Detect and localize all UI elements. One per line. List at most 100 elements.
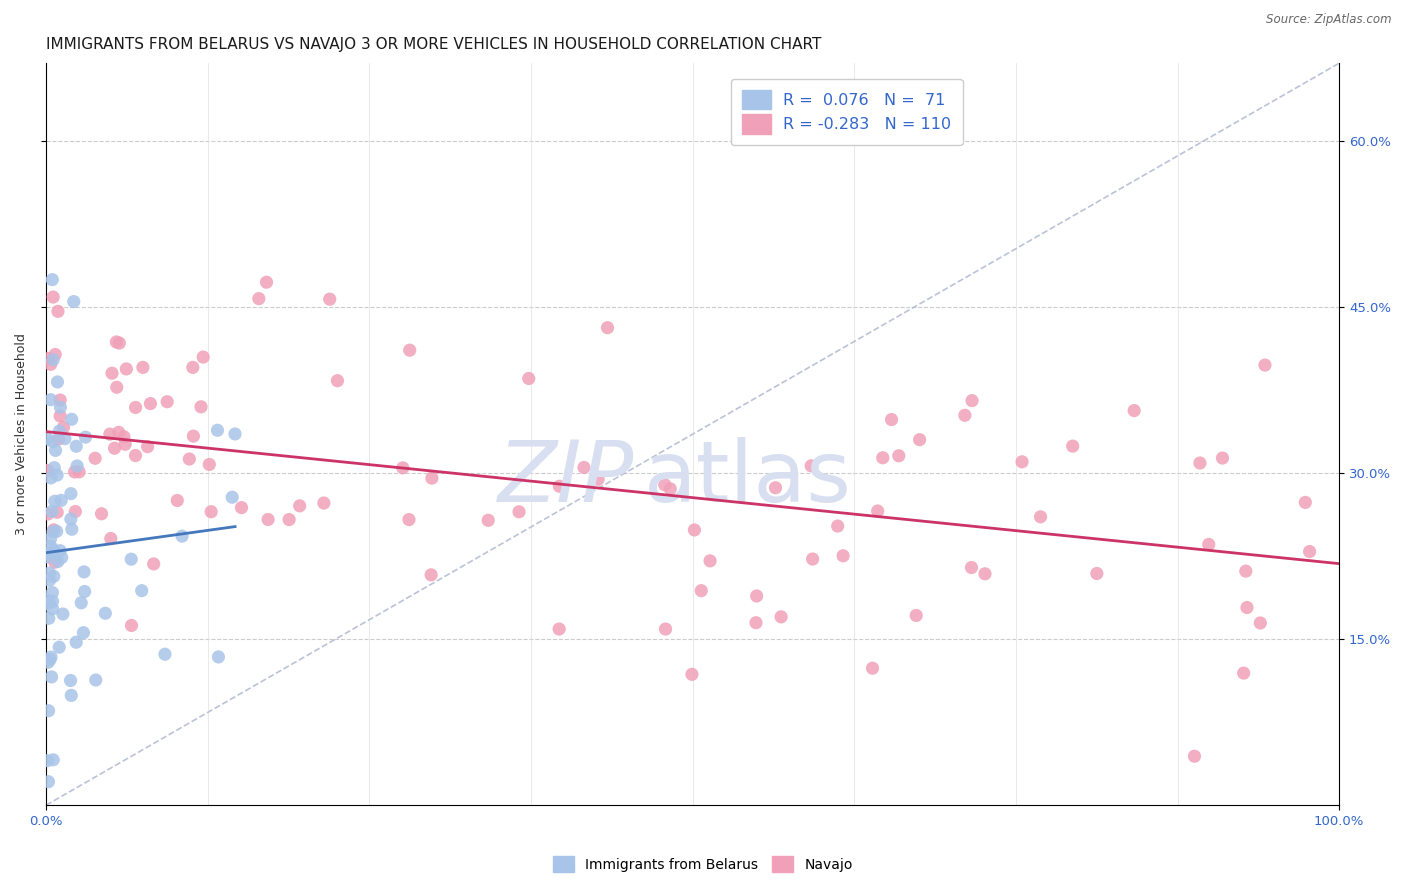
Point xyxy=(872,450,894,465)
Point xyxy=(683,523,706,537)
Point xyxy=(39,650,62,665)
Point xyxy=(193,350,215,364)
Point xyxy=(90,507,112,521)
Y-axis label: 3 or more Vehicles in Household: 3 or more Vehicles in Household xyxy=(15,334,28,535)
Text: ZIP: ZIP xyxy=(498,437,634,520)
Point xyxy=(391,461,413,475)
Point xyxy=(38,573,60,587)
Point xyxy=(84,673,107,687)
Point xyxy=(548,622,571,636)
Point xyxy=(131,583,153,598)
Point xyxy=(974,566,997,581)
Point xyxy=(42,543,65,558)
Point xyxy=(38,704,60,718)
Point xyxy=(44,494,66,508)
Point xyxy=(37,432,59,446)
Point xyxy=(207,423,229,437)
Point xyxy=(49,543,72,558)
Point xyxy=(42,523,65,537)
Point xyxy=(39,392,62,407)
Point xyxy=(256,275,278,289)
Point xyxy=(53,432,76,446)
Point xyxy=(960,393,983,408)
Point xyxy=(37,351,59,366)
Point xyxy=(1298,544,1320,558)
Point xyxy=(37,549,59,564)
Point xyxy=(62,294,84,309)
Point xyxy=(37,754,59,768)
Point xyxy=(67,465,90,479)
Point xyxy=(654,622,676,636)
Point xyxy=(45,443,67,458)
Point xyxy=(745,615,768,630)
Point xyxy=(312,496,335,510)
Point xyxy=(48,640,70,655)
Point xyxy=(101,366,124,380)
Point xyxy=(49,401,72,415)
Point xyxy=(517,371,540,385)
Point xyxy=(887,449,910,463)
Point xyxy=(65,635,87,649)
Point xyxy=(60,689,83,703)
Point xyxy=(100,532,122,546)
Point xyxy=(37,656,59,670)
Point xyxy=(1234,564,1257,578)
Point xyxy=(63,465,86,479)
Point xyxy=(745,589,768,603)
Point xyxy=(770,610,793,624)
Point xyxy=(49,409,72,423)
Point xyxy=(46,304,69,318)
Point xyxy=(37,547,59,561)
Point xyxy=(142,557,165,571)
Point xyxy=(41,602,63,616)
Point xyxy=(198,458,221,472)
Point xyxy=(72,625,94,640)
Point xyxy=(46,505,69,519)
Point xyxy=(1184,749,1206,764)
Point xyxy=(139,396,162,410)
Point xyxy=(52,607,75,621)
Point xyxy=(1233,666,1256,681)
Point xyxy=(1254,358,1277,372)
Point xyxy=(103,441,125,455)
Point xyxy=(1085,566,1108,581)
Point xyxy=(51,550,73,565)
Point xyxy=(84,451,107,466)
Point xyxy=(1062,439,1084,453)
Point xyxy=(1236,600,1258,615)
Point xyxy=(1249,615,1271,630)
Point xyxy=(166,493,188,508)
Point xyxy=(477,513,499,527)
Point xyxy=(183,429,205,443)
Point xyxy=(326,374,349,388)
Point xyxy=(38,611,60,625)
Point xyxy=(398,512,420,526)
Legend: R =  0.076   N =  71, R = -0.283   N = 110: R = 0.076 N = 71, R = -0.283 N = 110 xyxy=(731,78,963,145)
Point xyxy=(44,555,66,569)
Point xyxy=(827,519,849,533)
Point xyxy=(70,596,93,610)
Text: IMMIGRANTS FROM BELARUS VS NAVAJO 3 OR MORE VEHICLES IN HOUSEHOLD CORRELATION CH: IMMIGRANTS FROM BELARUS VS NAVAJO 3 OR M… xyxy=(46,37,821,53)
Point xyxy=(51,493,73,508)
Point xyxy=(75,430,97,444)
Point xyxy=(49,392,72,407)
Point xyxy=(866,504,889,518)
Point xyxy=(39,357,62,371)
Point xyxy=(112,430,135,444)
Point xyxy=(596,320,619,334)
Point xyxy=(905,608,928,623)
Point xyxy=(548,479,571,493)
Point xyxy=(690,583,713,598)
Text: atlas: atlas xyxy=(644,437,852,520)
Point xyxy=(41,594,63,608)
Point xyxy=(960,560,983,574)
Point xyxy=(508,505,530,519)
Point xyxy=(288,499,311,513)
Point xyxy=(699,554,721,568)
Point xyxy=(832,549,855,563)
Point xyxy=(880,412,903,426)
Point xyxy=(52,420,75,434)
Point xyxy=(1029,509,1052,524)
Point xyxy=(46,468,69,483)
Point xyxy=(181,360,204,375)
